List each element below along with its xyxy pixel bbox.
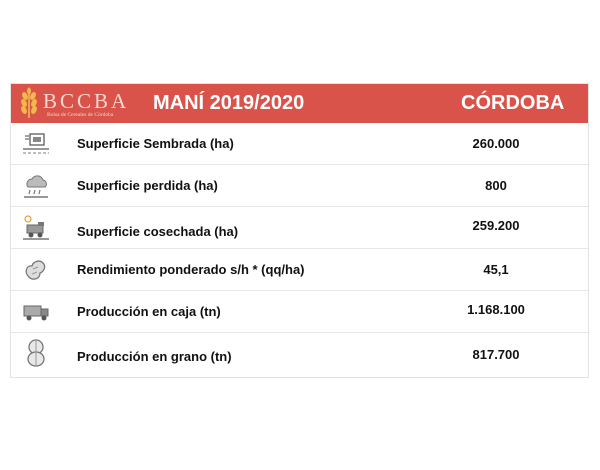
- storm-cloud-icon: [24, 175, 48, 198]
- wheat-icon: [21, 87, 37, 118]
- row-label: Rendimiento ponderado s/h * (qq/ha): [77, 262, 305, 277]
- row-label: Superficie cosechada (ha): [77, 224, 239, 239]
- row-value: 817.700: [472, 347, 520, 362]
- table-title: MANÍ 2019/2020: [153, 92, 305, 114]
- planting-icon: [23, 133, 49, 154]
- table-row: Superficie cosechada (ha) 259.200: [11, 207, 588, 249]
- truck-icon: [23, 305, 49, 321]
- peanut-grain-icon: [27, 339, 45, 367]
- logo-subtitle: Bolsa de Cereales de Córdoba: [47, 112, 114, 118]
- row-label: Producción en caja (tn): [77, 304, 221, 319]
- region-label: CÓRDOBA: [461, 92, 565, 114]
- production-table: BCCBA Bolsa de Cereales de Córdoba MANÍ …: [10, 83, 589, 378]
- peanut-icon: [25, 260, 46, 280]
- harvester-icon: [23, 215, 49, 240]
- table-row: Superficie perdida (ha) 800: [11, 165, 588, 207]
- logo-text: BCCBA: [43, 89, 130, 113]
- row-value: 260.000: [472, 136, 520, 151]
- table-row: Superficie Sembrada (ha) 260.000: [11, 123, 588, 165]
- table-row: Producción en grano (tn) 817.700: [11, 333, 588, 379]
- row-value: 800: [485, 178, 507, 193]
- table-row: Producción en caja (tn) 1.168.100: [11, 291, 588, 333]
- row-value: 45,1: [483, 262, 509, 277]
- row-label: Superficie perdida (ha): [77, 178, 218, 193]
- table-row: Rendimiento ponderado s/h * (qq/ha) 45,1: [11, 249, 588, 291]
- table-header: BCCBA Bolsa de Cereales de Córdoba MANÍ …: [11, 84, 588, 123]
- row-label: Producción en grano (tn): [77, 349, 232, 364]
- bccba-logo: BCCBA Bolsa de Cereales de Córdoba: [17, 87, 139, 120]
- row-label: Superficie Sembrada (ha): [77, 136, 234, 151]
- row-value: 259.200: [472, 218, 520, 233]
- row-value: 1.168.100: [467, 302, 525, 317]
